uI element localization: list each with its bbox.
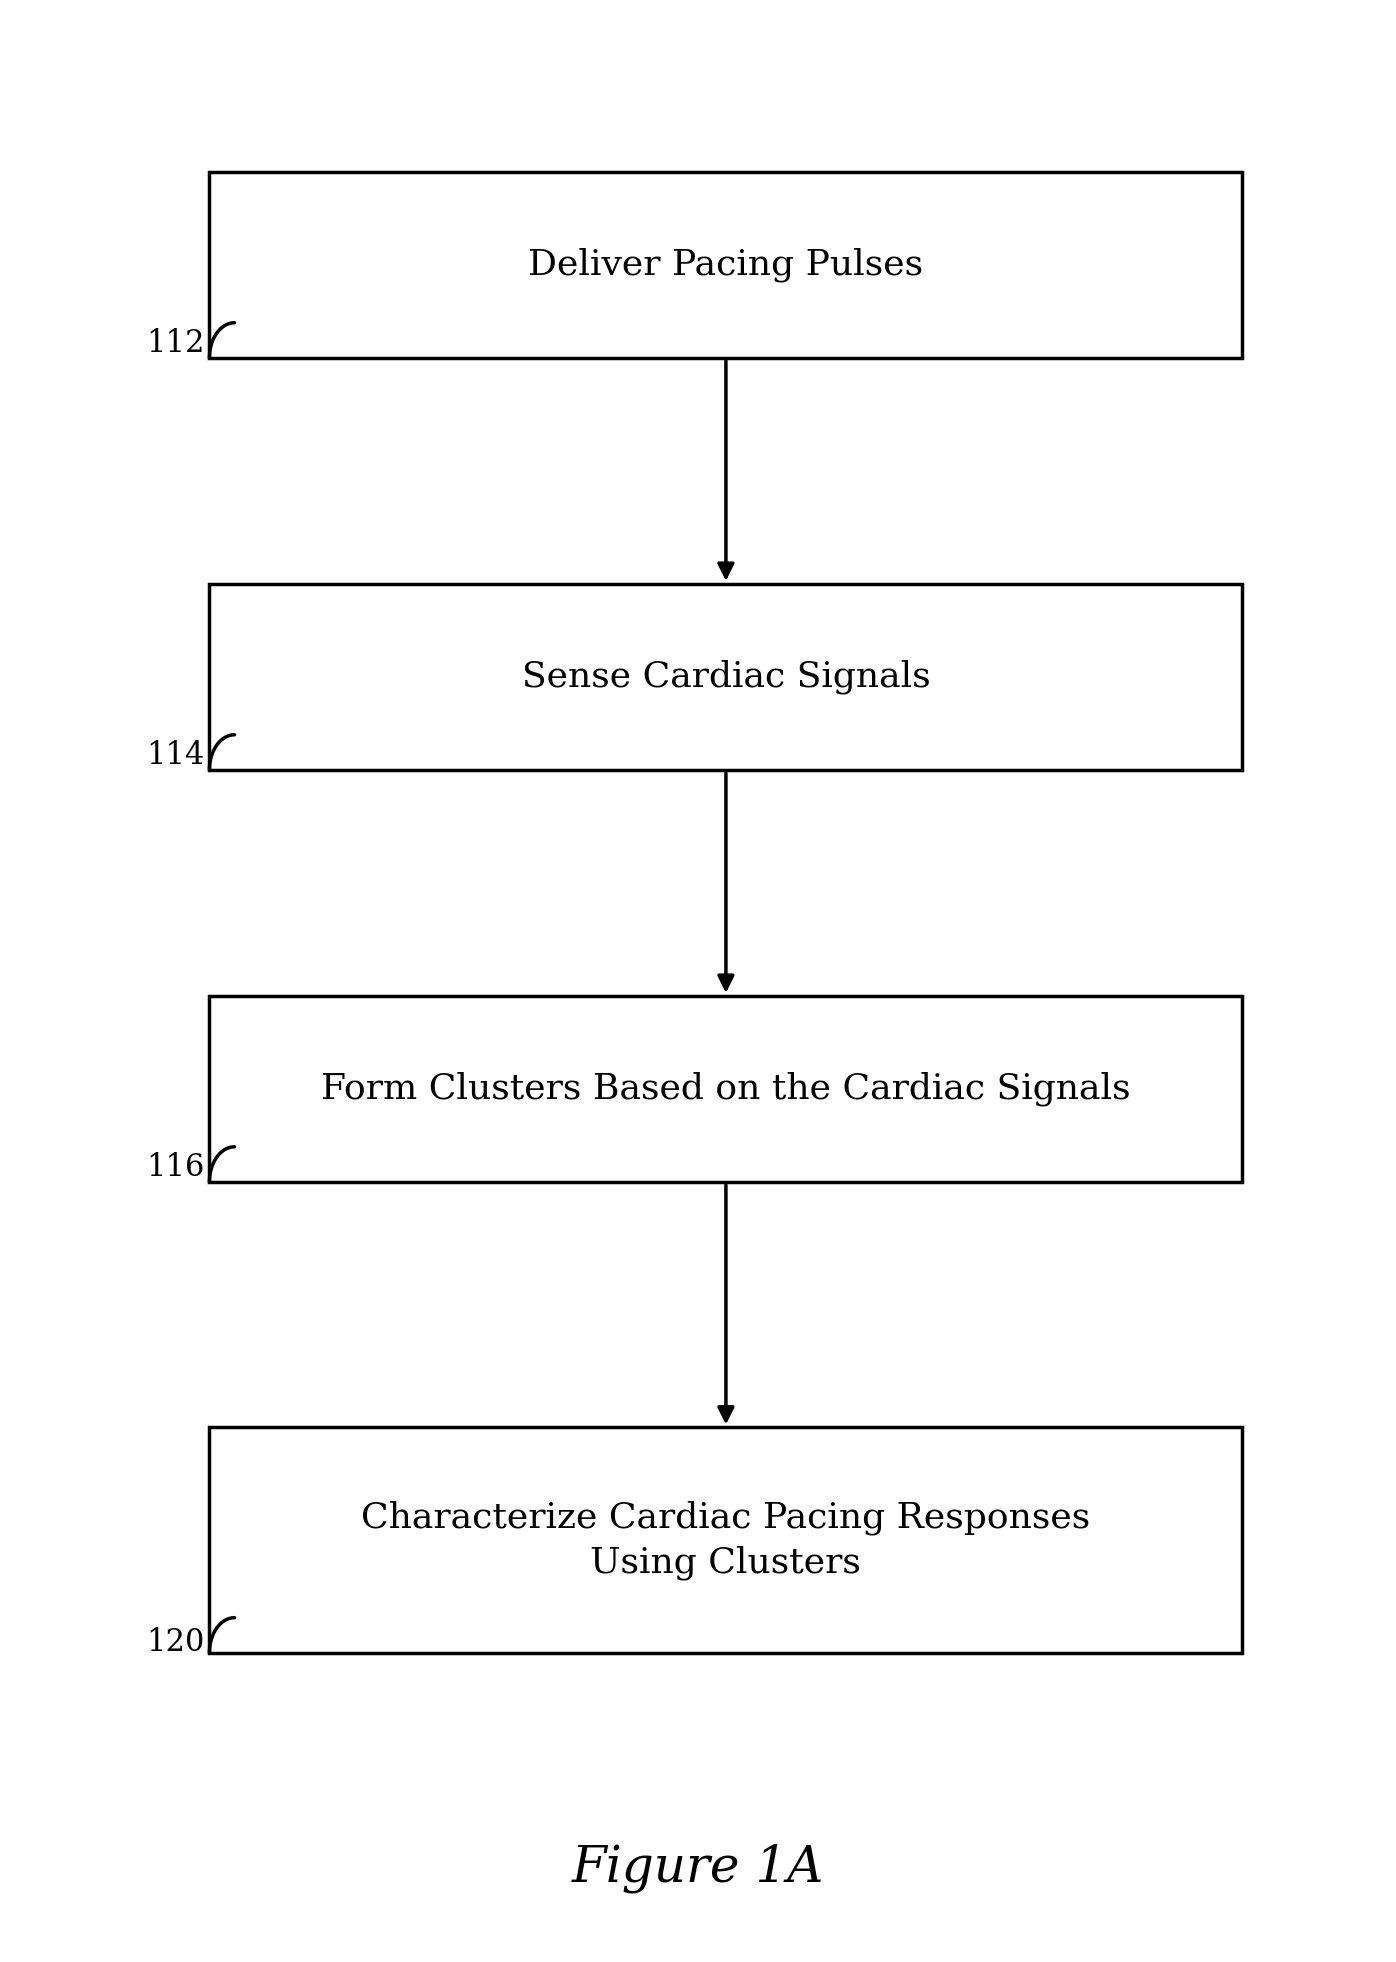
Text: 112: 112	[147, 328, 205, 359]
Text: Sense Cardiac Signals: Sense Cardiac Signals	[522, 659, 930, 695]
Bar	[209, 583, 1242, 769]
Text: 120: 120	[147, 1626, 205, 1658]
Bar	[209, 173, 1242, 357]
Bar	[209, 995, 1242, 1181]
Text: Figure 1A: Figure 1A	[572, 1842, 824, 1893]
Text: 116: 116	[147, 1152, 205, 1183]
Text: Characterize Cardiac Pacing Responses
Using Clusters: Characterize Cardiac Pacing Responses Us…	[362, 1501, 1090, 1579]
Bar	[209, 1428, 1242, 1652]
Text: 114: 114	[147, 740, 205, 771]
Text: Deliver Pacing Pulses: Deliver Pacing Pulses	[528, 247, 924, 283]
Text: Form Clusters Based on the Cardiac Signals: Form Clusters Based on the Cardiac Signa…	[321, 1071, 1131, 1107]
